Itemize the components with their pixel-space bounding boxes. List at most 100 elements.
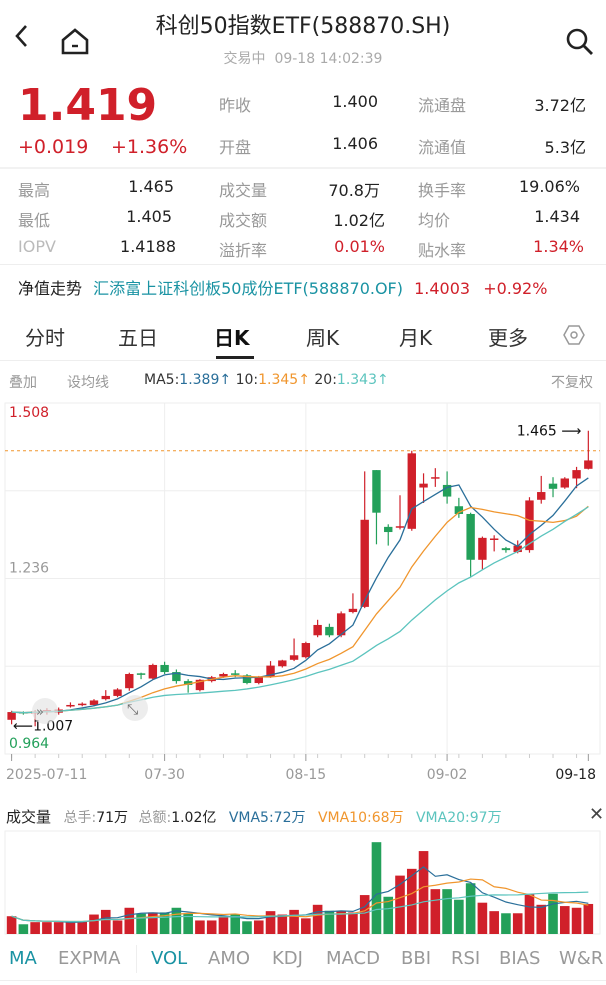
candle-body (89, 700, 99, 705)
ma5-line (11, 477, 589, 714)
overlay-button[interactable]: 叠加 (9, 375, 37, 391)
volume-bar (359, 895, 370, 934)
indicator-divider (136, 945, 137, 973)
chart-settings-button[interactable] (563, 324, 585, 350)
candle-body (301, 643, 311, 658)
tab-more[interactable]: 更多 (488, 326, 528, 350)
candle-body (7, 712, 16, 720)
volume-bar (406, 868, 417, 934)
volume-bar (230, 914, 241, 934)
volume-bar (65, 922, 76, 934)
volume-bar (312, 904, 323, 934)
candle-body (395, 526, 405, 528)
close-volume-button[interactable]: ✕ (583, 804, 605, 825)
search-button[interactable] (565, 27, 595, 61)
discount-label: 贴水率 (418, 241, 467, 260)
volume-bar (454, 899, 464, 934)
double-chevron-icon: » (36, 705, 44, 720)
low-marker: ⟵1.007 (13, 718, 73, 734)
candle-body (572, 470, 581, 479)
last-price: 1.419 (18, 80, 158, 131)
adjust-selector[interactable]: 不复权 (551, 375, 593, 391)
candle-body (336, 613, 346, 636)
ma20-line (11, 506, 589, 714)
ma5-value: 1.389 (179, 372, 220, 388)
ma5-label: MA5: (144, 372, 180, 388)
turnover-label: 换手率 (418, 181, 467, 200)
volume-bar (171, 907, 182, 934)
hexagon-settings-icon (563, 325, 585, 345)
indicator-macd[interactable]: MACD (326, 948, 380, 969)
candle-body (266, 665, 275, 677)
vma20-value: VMA20:97万 (415, 810, 502, 826)
price-change-pct: +1.36% (111, 136, 188, 158)
volume-bar (136, 913, 146, 934)
volume-bar (42, 922, 52, 934)
candle-body (560, 478, 569, 488)
ma10-arrow-icon: ↑ (298, 372, 310, 388)
volume-bar (242, 921, 252, 934)
float-shares-label: 流通盘 (418, 96, 467, 115)
set-ma-button[interactable]: 设均线 (67, 375, 109, 391)
page-title: 科创50指数ETF(588870.SH) (155, 14, 451, 39)
nav-row[interactable]: 净值走势 汇添富上证科创板50成份ETF(588870.OF) 1.4003 +… (18, 275, 547, 299)
expand-button (122, 695, 148, 721)
candle-body (125, 673, 134, 689)
tab-intraday[interactable]: 分时 (25, 326, 65, 350)
candlestick-chart[interactable]: 1.508 1.236 0.964 1.465 ⟶ ⟵1.007» ⤡ 2025-07-11… (0, 395, 606, 790)
tab-monthly-k[interactable]: 月K (399, 326, 433, 350)
high-label: 最高 (18, 181, 51, 200)
tab-five-day[interactable]: 五日 (118, 326, 158, 350)
home-icon (61, 28, 89, 55)
tab-daily-k[interactable]: 日K (214, 326, 250, 350)
indicator-ma[interactable]: MA (9, 948, 37, 969)
volume-bar (277, 914, 288, 934)
volume-bar (383, 896, 394, 934)
indicator-bbi[interactable]: BBI (401, 948, 432, 969)
back-button[interactable] (10, 22, 34, 57)
volume-bar (418, 851, 429, 934)
ma10-line (11, 505, 589, 714)
candle-body (289, 655, 299, 660)
iopv-label: IOPV (18, 237, 56, 256)
discount-value: 1.34% (533, 237, 584, 256)
nav-label: 净值走势 (18, 279, 83, 298)
volume-bar (348, 912, 358, 934)
indicator-amo[interactable]: AMO (208, 948, 251, 969)
volume-bar (559, 906, 570, 934)
avg-price-value: 1.434 (534, 207, 580, 226)
y-tick-label: 1.236 (9, 561, 49, 577)
tab-weekly-k[interactable]: 周K (306, 326, 340, 350)
volume-bar (218, 916, 229, 934)
indicator-kdj[interactable]: KDJ (272, 948, 303, 969)
high-marker: 1.465 ⟶ (517, 424, 582, 440)
candle-body (101, 695, 110, 700)
volume-bar (324, 910, 335, 934)
volume-bar (289, 909, 299, 934)
volume-bar (77, 921, 88, 934)
volume-bar (442, 889, 452, 934)
iopv-value: 1.4188 (120, 237, 176, 256)
indicator-expma[interactable]: EXPMA (58, 948, 121, 969)
volume-bar (18, 924, 29, 934)
volume-bar (53, 922, 64, 934)
home-button[interactable] (60, 26, 90, 60)
indicator-vol[interactable]: VOL (151, 948, 188, 969)
chevron-left-icon (15, 25, 27, 47)
indicator-rsi[interactable]: RSI (451, 948, 481, 969)
indicator-wr[interactable]: W&R (559, 948, 604, 969)
candle-body (278, 660, 287, 667)
search-icon (566, 28, 593, 55)
premium-label: 溢折率 (219, 241, 268, 260)
datetime: 09-18 14:02:39 (274, 51, 383, 67)
volume-bar (371, 842, 382, 934)
volume-bar (183, 913, 193, 934)
volume-bar (265, 911, 276, 934)
volume-bar (100, 909, 111, 934)
indicator-bias[interactable]: BIAS (499, 948, 541, 969)
volume-value: 70.8万 (328, 181, 380, 200)
candle-body (254, 677, 263, 684)
candle-body (360, 519, 369, 607)
nav-fund-link[interactable]: 汇添富上证科创板50成份ETF(588870.OF) (93, 279, 404, 298)
candle-body (525, 500, 534, 551)
